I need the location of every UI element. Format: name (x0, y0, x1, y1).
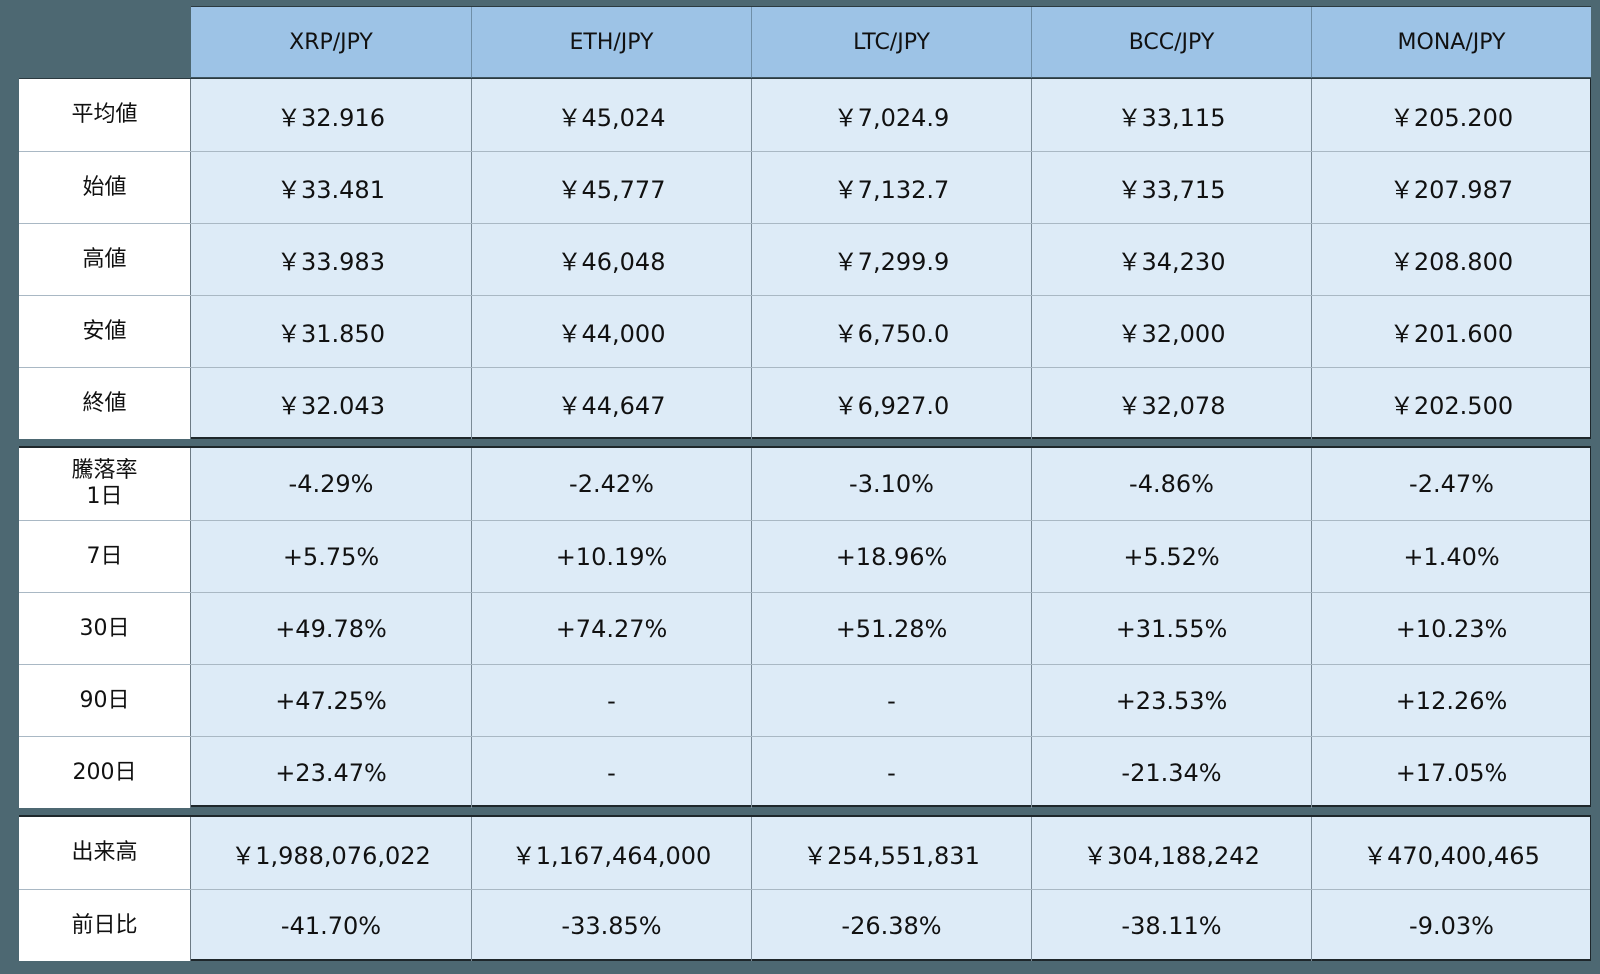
table-cell: +18.96% (751, 521, 1031, 592)
table-cell: ￥32.916 (277, 103, 385, 132)
table-cell: ￥208.800 (1311, 224, 1591, 295)
table-cell: -21.34% (1031, 737, 1311, 808)
table-cell: ￥32,078 (1031, 368, 1311, 439)
table-cell: +49.78% (275, 614, 387, 643)
table-cell: - (751, 665, 1031, 736)
table-cell: +23.47% (275, 758, 387, 787)
table-cell: ￥33,715 (1031, 152, 1311, 223)
table-cell: ￥32.043 (277, 392, 385, 420)
table-cell: ￥33.481 (277, 176, 385, 204)
row-label: 7日 (19, 521, 191, 592)
table-cell: -4.29% (288, 470, 374, 498)
table-cell: ￥205.200 (1311, 79, 1591, 151)
table-cell: ￥254,551,831 (751, 817, 1031, 889)
table-row: 30日 +49.78% +74.27% +51.28% +31.55% +10.… (19, 592, 1590, 664)
table-cell: -2.47% (1311, 448, 1591, 520)
section-prices: 平均値 ￥32.916 ￥45,024 ￥7,024.9 ￥33,115 ￥20… (19, 78, 1591, 439)
table-row: 始値 ￥33.481 ￥45,777 ￥7,132.7 ￥33,715 ￥207… (19, 151, 1590, 223)
table-row: 前日比 -41.70% -33.85% -26.38% -38.11% -9.0… (19, 889, 1590, 961)
row-label: 出来高 (19, 817, 191, 889)
table-cell: ￥1,988,076,022 (231, 841, 431, 870)
table-cell: -26.38% (751, 890, 1031, 961)
table-cell: ￥7,299.9 (751, 224, 1031, 295)
table-row: 騰落率 1日 -4.29% -2.42% -3.10% -4.86% -2.47… (19, 448, 1590, 520)
table-cell: +17.05% (1311, 737, 1591, 808)
table-cell: -33.85% (471, 890, 751, 961)
table-cell: ￥46,048 (471, 224, 751, 295)
table-row: 平均値 ￥32.916 ￥45,024 ￥7,024.9 ￥33,115 ￥20… (19, 79, 1590, 151)
table-cell: -4.86% (1031, 448, 1311, 520)
table-cell: +12.26% (1311, 665, 1591, 736)
table-cell: - (751, 737, 1031, 808)
table-cell: ￥7,132.7 (751, 152, 1031, 223)
table-cell: ￥304,188,242 (1031, 817, 1311, 889)
table-cell: ￥45,024 (471, 79, 751, 151)
row-label: 前日比 (19, 890, 191, 961)
table-row: 90日 +47.25% - - +23.53% +12.26% (19, 664, 1590, 736)
table-cell: ￥33.983 (277, 248, 385, 276)
table-row: 出来高 ￥1,988,076,022 ￥1,167,464,000 ￥254,5… (19, 817, 1590, 889)
row-label: 騰落率 1日 (19, 448, 191, 520)
table-cell: ￥6,927.0 (751, 368, 1031, 439)
table-cell: +10.23% (1311, 593, 1591, 664)
table-cell: -3.10% (751, 448, 1031, 520)
table-cell: -2.42% (471, 448, 751, 520)
table-row: 200日 +23.47% - - -21.34% +17.05% (19, 736, 1590, 808)
row-label-line1: 騰落率 (71, 458, 138, 483)
row-label: 高値 (19, 224, 191, 295)
row-label: 平均値 (19, 79, 191, 151)
table-cell: ￥1,167,464,000 (471, 817, 751, 889)
row-label: 90日 (19, 665, 191, 736)
section-change-rates: 騰落率 1日 -4.29% -2.42% -3.10% -4.86% -2.47… (19, 446, 1591, 808)
table-cell: -9.03% (1311, 890, 1591, 961)
row-label: 終値 (19, 368, 191, 439)
table-row: 7日 +5.75% +10.19% +18.96% +5.52% +1.40% (19, 520, 1590, 592)
table-cell: -41.70% (280, 911, 382, 940)
table-cell: ￥33,115 (1031, 79, 1311, 151)
row-label: 200日 (19, 737, 191, 808)
table-cell: ￥44,647 (471, 368, 751, 439)
row-label: 安値 (19, 296, 191, 367)
table-cell: +5.75% (282, 542, 380, 571)
row-label-line2: 1日 (86, 484, 123, 509)
table-cell: +23.53% (1031, 665, 1311, 736)
table-row: 高値 ￥33.983 ￥46,048 ￥7,299.9 ￥34,230 ￥208… (19, 223, 1590, 295)
row-label: 30日 (19, 593, 191, 664)
column-header-row: XRP/JPY ETH/JPY LTC/JPY BCC/JPY MONA/JPY (191, 6, 1591, 78)
table-cell: +10.19% (471, 521, 751, 592)
table-row: 終値 ￥32.043 ￥44,647 ￥6,927.0 ￥32,078 ￥202… (19, 367, 1590, 439)
column-header-bcc: BCC/JPY (1031, 7, 1311, 78)
table-cell: +31.55% (1031, 593, 1311, 664)
table-cell: ￥202.500 (1311, 368, 1591, 439)
section-volume: 出来高 ￥1,988,076,022 ￥1,167,464,000 ￥254,5… (19, 815, 1591, 961)
table-cell: +1.40% (1311, 521, 1591, 592)
row-label: 始値 (19, 152, 191, 223)
table-cell: ￥44,000 (471, 296, 751, 367)
table-cell: - (471, 665, 751, 736)
table-cell: +51.28% (751, 593, 1031, 664)
column-header-mona: MONA/JPY (1311, 7, 1591, 78)
table-cell: ￥470,400,465 (1311, 817, 1591, 889)
column-header-ltc: LTC/JPY (751, 7, 1031, 78)
table-cell: ￥207.987 (1311, 152, 1591, 223)
table-cell: +47.25% (275, 686, 387, 715)
table-cell: - (471, 737, 751, 808)
table-row: 安値 ￥31.850 ￥44,000 ￥6,750.0 ￥32,000 ￥201… (19, 295, 1590, 367)
table-cell: +74.27% (471, 593, 751, 664)
table-cell: -38.11% (1031, 890, 1311, 961)
column-header-xrp: XRP/JPY (191, 7, 471, 78)
table-cell: +5.52% (1031, 521, 1311, 592)
table-cell: ￥6,750.0 (751, 296, 1031, 367)
table-cell: ￥34,230 (1031, 224, 1311, 295)
table-cell: ￥7,024.9 (751, 79, 1031, 151)
table-cell: ￥201.600 (1311, 296, 1591, 367)
column-header-eth: ETH/JPY (471, 7, 751, 78)
table-cell: ￥31.850 (277, 320, 385, 348)
table-cell: ￥32,000 (1031, 296, 1311, 367)
table-cell: ￥45,777 (471, 152, 751, 223)
